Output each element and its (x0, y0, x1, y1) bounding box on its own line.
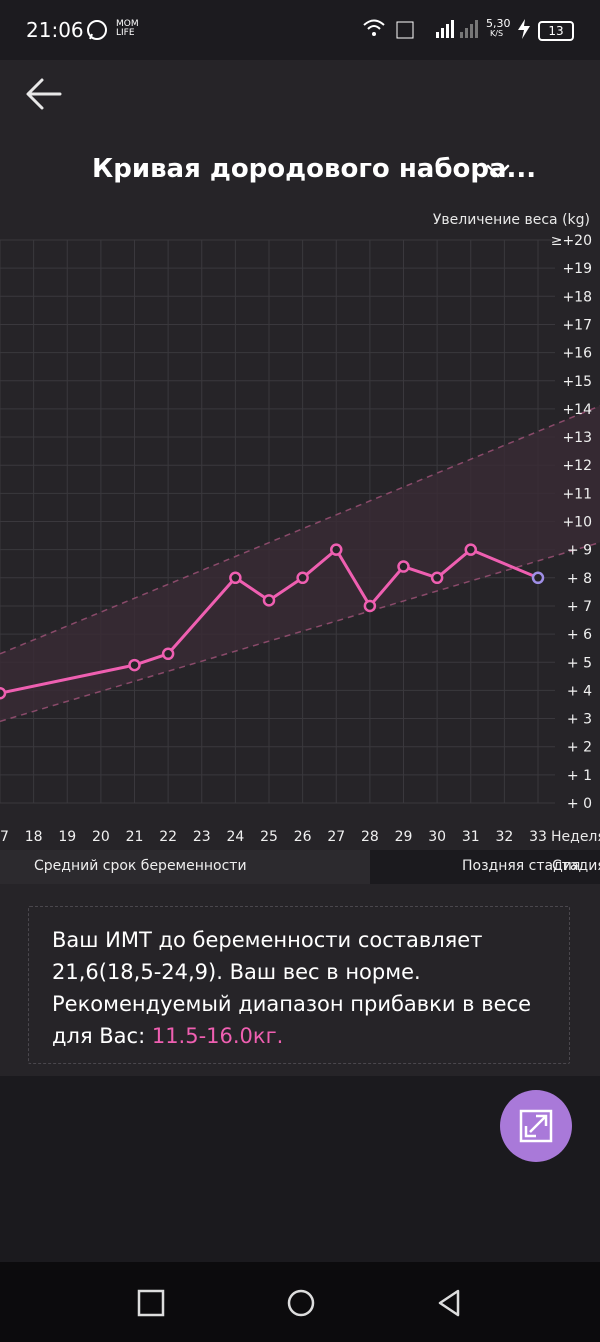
charging-icon (518, 19, 530, 39)
triangle-back-icon[interactable] (432, 1286, 466, 1320)
y-tick-label: +14 (562, 402, 592, 418)
weight-gain-chart[interactable]: + 0 + 1 + 2 + 3 + 4 + 5 + 6 + 7 + 8 + 9 +10 +11 +12 +… (0, 210, 600, 850)
signal-weak-icon (460, 20, 478, 38)
circle-icon[interactable] (284, 1286, 318, 1320)
x-tick-label: 32 (495, 829, 513, 845)
range-upper-line (0, 405, 600, 655)
data-point (161, 647, 175, 661)
whatsapp-icon (87, 20, 107, 40)
data-point (229, 571, 242, 585)
wifi-icon (363, 19, 385, 36)
x-tick-label: 25 (260, 829, 278, 845)
x-tick-label: 22 (159, 829, 177, 845)
expand-button[interactable] (500, 1090, 572, 1162)
y-tick-label: +19 (562, 261, 592, 277)
y-tick-label: + 9 (567, 543, 592, 559)
x-tick-label: 19 (58, 829, 76, 845)
recommended-range: 11.5-16.0кг. (151, 1024, 284, 1048)
page-title[interactable]: Кривая дородового набора... (92, 154, 537, 184)
x-tick-label: 31 (462, 829, 480, 845)
y-tick-label: + 5 (567, 655, 592, 671)
y-tick-label: ≥+20 (551, 233, 592, 249)
square-icon[interactable] (134, 1286, 168, 1320)
y-tick-label: + 0 (567, 796, 592, 812)
data-point (0, 686, 7, 700)
x-tick-label: 17 (0, 829, 9, 845)
data-point (262, 594, 276, 607)
x-tick-label: 27 (327, 829, 345, 845)
y-tick-label: +13 (562, 430, 592, 446)
y-tick-label: +16 (562, 346, 592, 362)
y-tick-label: +18 (562, 289, 592, 305)
network-speed: 5,30 (486, 17, 511, 30)
x-axis-label: Неделя (551, 829, 600, 845)
x-tick-label: 20 (92, 829, 110, 845)
data-point (464, 543, 477, 556)
y-tick-label: +11 (562, 486, 592, 502)
status-time: 21:06 (26, 18, 84, 42)
y-tick-label: + 2 (567, 740, 592, 756)
x-tick-label: 26 (294, 829, 312, 845)
stage-late-label: Поздняя стадия (462, 858, 581, 874)
current-week-point (531, 571, 545, 585)
x-tick-label: 29 (395, 829, 413, 845)
network-speed-unit: K/S (490, 29, 504, 38)
y-tick-label: +10 (562, 515, 592, 531)
x-tick-label: 23 (193, 829, 211, 845)
app-bar (0, 60, 600, 210)
y-tick-label: + 8 (567, 571, 592, 587)
recommended-range-band (0, 405, 600, 722)
x-tick-label: 33 (529, 829, 547, 845)
x-tick-label: 21 (126, 829, 144, 845)
lte-signal-icon (436, 20, 454, 38)
stage-late-overlap-label: Стадия (552, 858, 600, 874)
data-point (296, 571, 309, 585)
y-tick-label: + 3 (567, 712, 592, 728)
data-point (397, 560, 410, 573)
y-tick-label: + 1 (567, 768, 592, 784)
data-point (128, 658, 141, 672)
stage-middle-label: Средний срок беременности (34, 858, 247, 874)
x-tick-label: 28 (361, 829, 379, 845)
y-tick-label: +12 (562, 458, 592, 474)
x-tick-label: 24 (226, 829, 244, 845)
status-bar: 21:06 MOM LIFE 5,30 K/S 13 (0, 0, 600, 60)
range-lower-line (0, 541, 600, 723)
system-nav-bar (0, 1262, 600, 1342)
stage-bar (0, 850, 600, 884)
expand-icon (519, 1109, 553, 1143)
data-point (430, 571, 444, 585)
bmi-info-body: Ваш ИМТ до беременности составляет 21,6(… (52, 928, 532, 1048)
y-axis-label: Увеличение веса (kg) (433, 212, 590, 228)
info-box (28, 906, 570, 1064)
y-tick-label: + 4 (567, 683, 592, 699)
volte-icon (396, 21, 414, 39)
info-panel (0, 884, 600, 1076)
data-point (330, 543, 343, 556)
chevron-down-icon[interactable] (484, 160, 512, 182)
mom-life-icon: MOM LIFE (116, 19, 139, 38)
y-tick-label: + 7 (567, 599, 592, 615)
x-tick-label: 30 (428, 829, 446, 845)
bmi-info-text: Ваш ИМТ до беременности составляет 21,6(… (52, 924, 552, 1052)
y-tick-label: + 6 (567, 627, 592, 643)
battery-indicator: 13 (538, 21, 574, 41)
y-tick-label: +15 (562, 374, 592, 390)
data-point (363, 599, 377, 613)
y-tick-label: +17 (562, 317, 592, 333)
arrow-left-icon[interactable] (22, 72, 66, 116)
x-tick-label: 18 (25, 829, 43, 845)
